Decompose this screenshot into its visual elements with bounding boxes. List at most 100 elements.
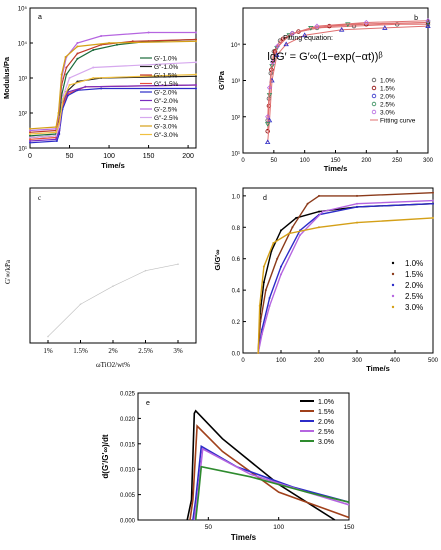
data-point — [195, 31, 197, 34]
legend-entry: 2.5% — [318, 429, 334, 436]
plot-frame — [242, 187, 434, 354]
data-point — [195, 73, 197, 76]
legend-marker — [391, 272, 395, 276]
data-point — [60, 73, 63, 76]
data-point — [363, 19, 369, 26]
x-tick-label: 300 — [423, 158, 434, 164]
x-tick-label: 50 — [270, 158, 277, 164]
data-point — [76, 45, 79, 48]
data-point — [318, 194, 320, 197]
x-tick-label: 100 — [276, 358, 287, 364]
y-tick-label: 10⁴ — [231, 42, 241, 49]
x-tick-label: 150 — [344, 524, 355, 531]
legend-entry: G′-1.5% — [154, 73, 177, 80]
data-point — [55, 134, 58, 137]
panel-a: 0 50 100 150 200 10¹ 10² 10³ 10⁴ 10⁵ a Time/s Modulu… — [2, 6, 197, 170]
x-tick-label: 200 — [182, 153, 194, 160]
data-point — [270, 59, 276, 65]
x-tick-label: 300 — [352, 358, 363, 364]
x-tick-label: 2% — [108, 347, 118, 355]
data-point — [100, 35, 103, 37]
data-point — [318, 226, 320, 229]
data-point — [84, 85, 87, 88]
legend-marker — [391, 305, 395, 309]
legend-marker — [371, 85, 377, 91]
data-point — [92, 49, 95, 51]
y-tick-label: 0.4 — [232, 289, 241, 295]
legend-entry: 2.5% — [380, 102, 395, 109]
x-tick-label: 2.5% — [138, 347, 153, 355]
data-point — [356, 202, 358, 205]
series-line — [192, 444, 350, 521]
data-point — [432, 202, 434, 205]
data-point — [394, 22, 400, 27]
data-point — [274, 52, 280, 58]
data-point — [299, 234, 301, 237]
data-point — [195, 75, 197, 78]
data-point — [115, 43, 118, 46]
data-point — [287, 232, 290, 235]
fit-equation: lgG′ = G′∞(1−exp(−αt))ᵝ — [267, 51, 382, 63]
data-point — [265, 129, 270, 134]
data-point — [272, 242, 275, 244]
legend-entry: 1.5% — [405, 270, 423, 279]
data-point — [112, 285, 114, 287]
data-point — [29, 136, 31, 139]
legend-entry: G″-2.5% — [154, 115, 179, 122]
data-point — [264, 122, 271, 127]
data-point — [262, 265, 265, 268]
data-point — [264, 139, 271, 145]
data-point — [65, 73, 68, 76]
x-tick-label: 100 — [300, 158, 311, 164]
data-point — [64, 56, 67, 58]
data-point — [306, 202, 309, 205]
panel-label: d — [263, 195, 267, 202]
data-point — [321, 210, 324, 213]
legend-entry: G′-2.5% — [154, 107, 177, 114]
data-point — [291, 226, 294, 229]
data-point — [147, 31, 150, 34]
legend-entry: 2.5% — [405, 292, 423, 301]
y-tick-label: 10² — [231, 115, 240, 121]
fit-curve — [267, 20, 429, 117]
x-tick-label: 50 — [205, 524, 213, 531]
data-point — [266, 85, 273, 91]
data-point — [195, 40, 197, 43]
data-point — [79, 303, 82, 306]
x-tick-label: 200 — [314, 358, 325, 364]
x-tick-label: 400 — [390, 358, 401, 364]
data-point — [55, 126, 58, 128]
legend-marker — [371, 93, 377, 99]
data-point — [92, 77, 95, 79]
x-tick-label: 0 — [241, 358, 245, 364]
panel-b: 0 50 100 150 200 250 300 10¹ 10² 10³ 10⁴ b Time/s G′/… — [217, 7, 434, 173]
y-tick-label: 0.2 — [232, 320, 241, 326]
x-tick-label: 100 — [103, 153, 115, 160]
legend-entry: Fitting curve — [380, 118, 416, 125]
data-point — [58, 122, 61, 125]
legend-entry: 3.0% — [318, 439, 334, 446]
data-point — [66, 91, 69, 93]
y-tick-label: 10⁵ — [18, 6, 28, 13]
data-point — [258, 304, 261, 307]
y-tick-label: 10⁴ — [18, 41, 28, 48]
data-point — [266, 117, 273, 123]
data-point — [280, 273, 282, 276]
y-tick-label: 10² — [18, 112, 27, 118]
data-point — [268, 297, 271, 299]
x-axis-label: Time/s — [324, 164, 348, 173]
y-tick-label: 0.025 — [120, 392, 136, 398]
data-point — [100, 87, 103, 90]
panel-label: b — [414, 15, 418, 22]
series-line — [29, 40, 197, 130]
panel-c: 1% 1.5% 2% 2.5% 3% c ωTiO2/wt% G′∞/kPa — [4, 187, 197, 369]
data-point — [280, 229, 282, 232]
series-line — [257, 199, 434, 354]
data-point — [432, 216, 434, 219]
x-tick-label: 200 — [361, 158, 372, 164]
data-point — [68, 77, 71, 79]
data-point — [274, 43, 281, 49]
legend-entry: 1.0% — [380, 78, 395, 85]
legend-entry: 3.0% — [405, 303, 423, 312]
x-axis-label: Time/s — [366, 364, 390, 373]
